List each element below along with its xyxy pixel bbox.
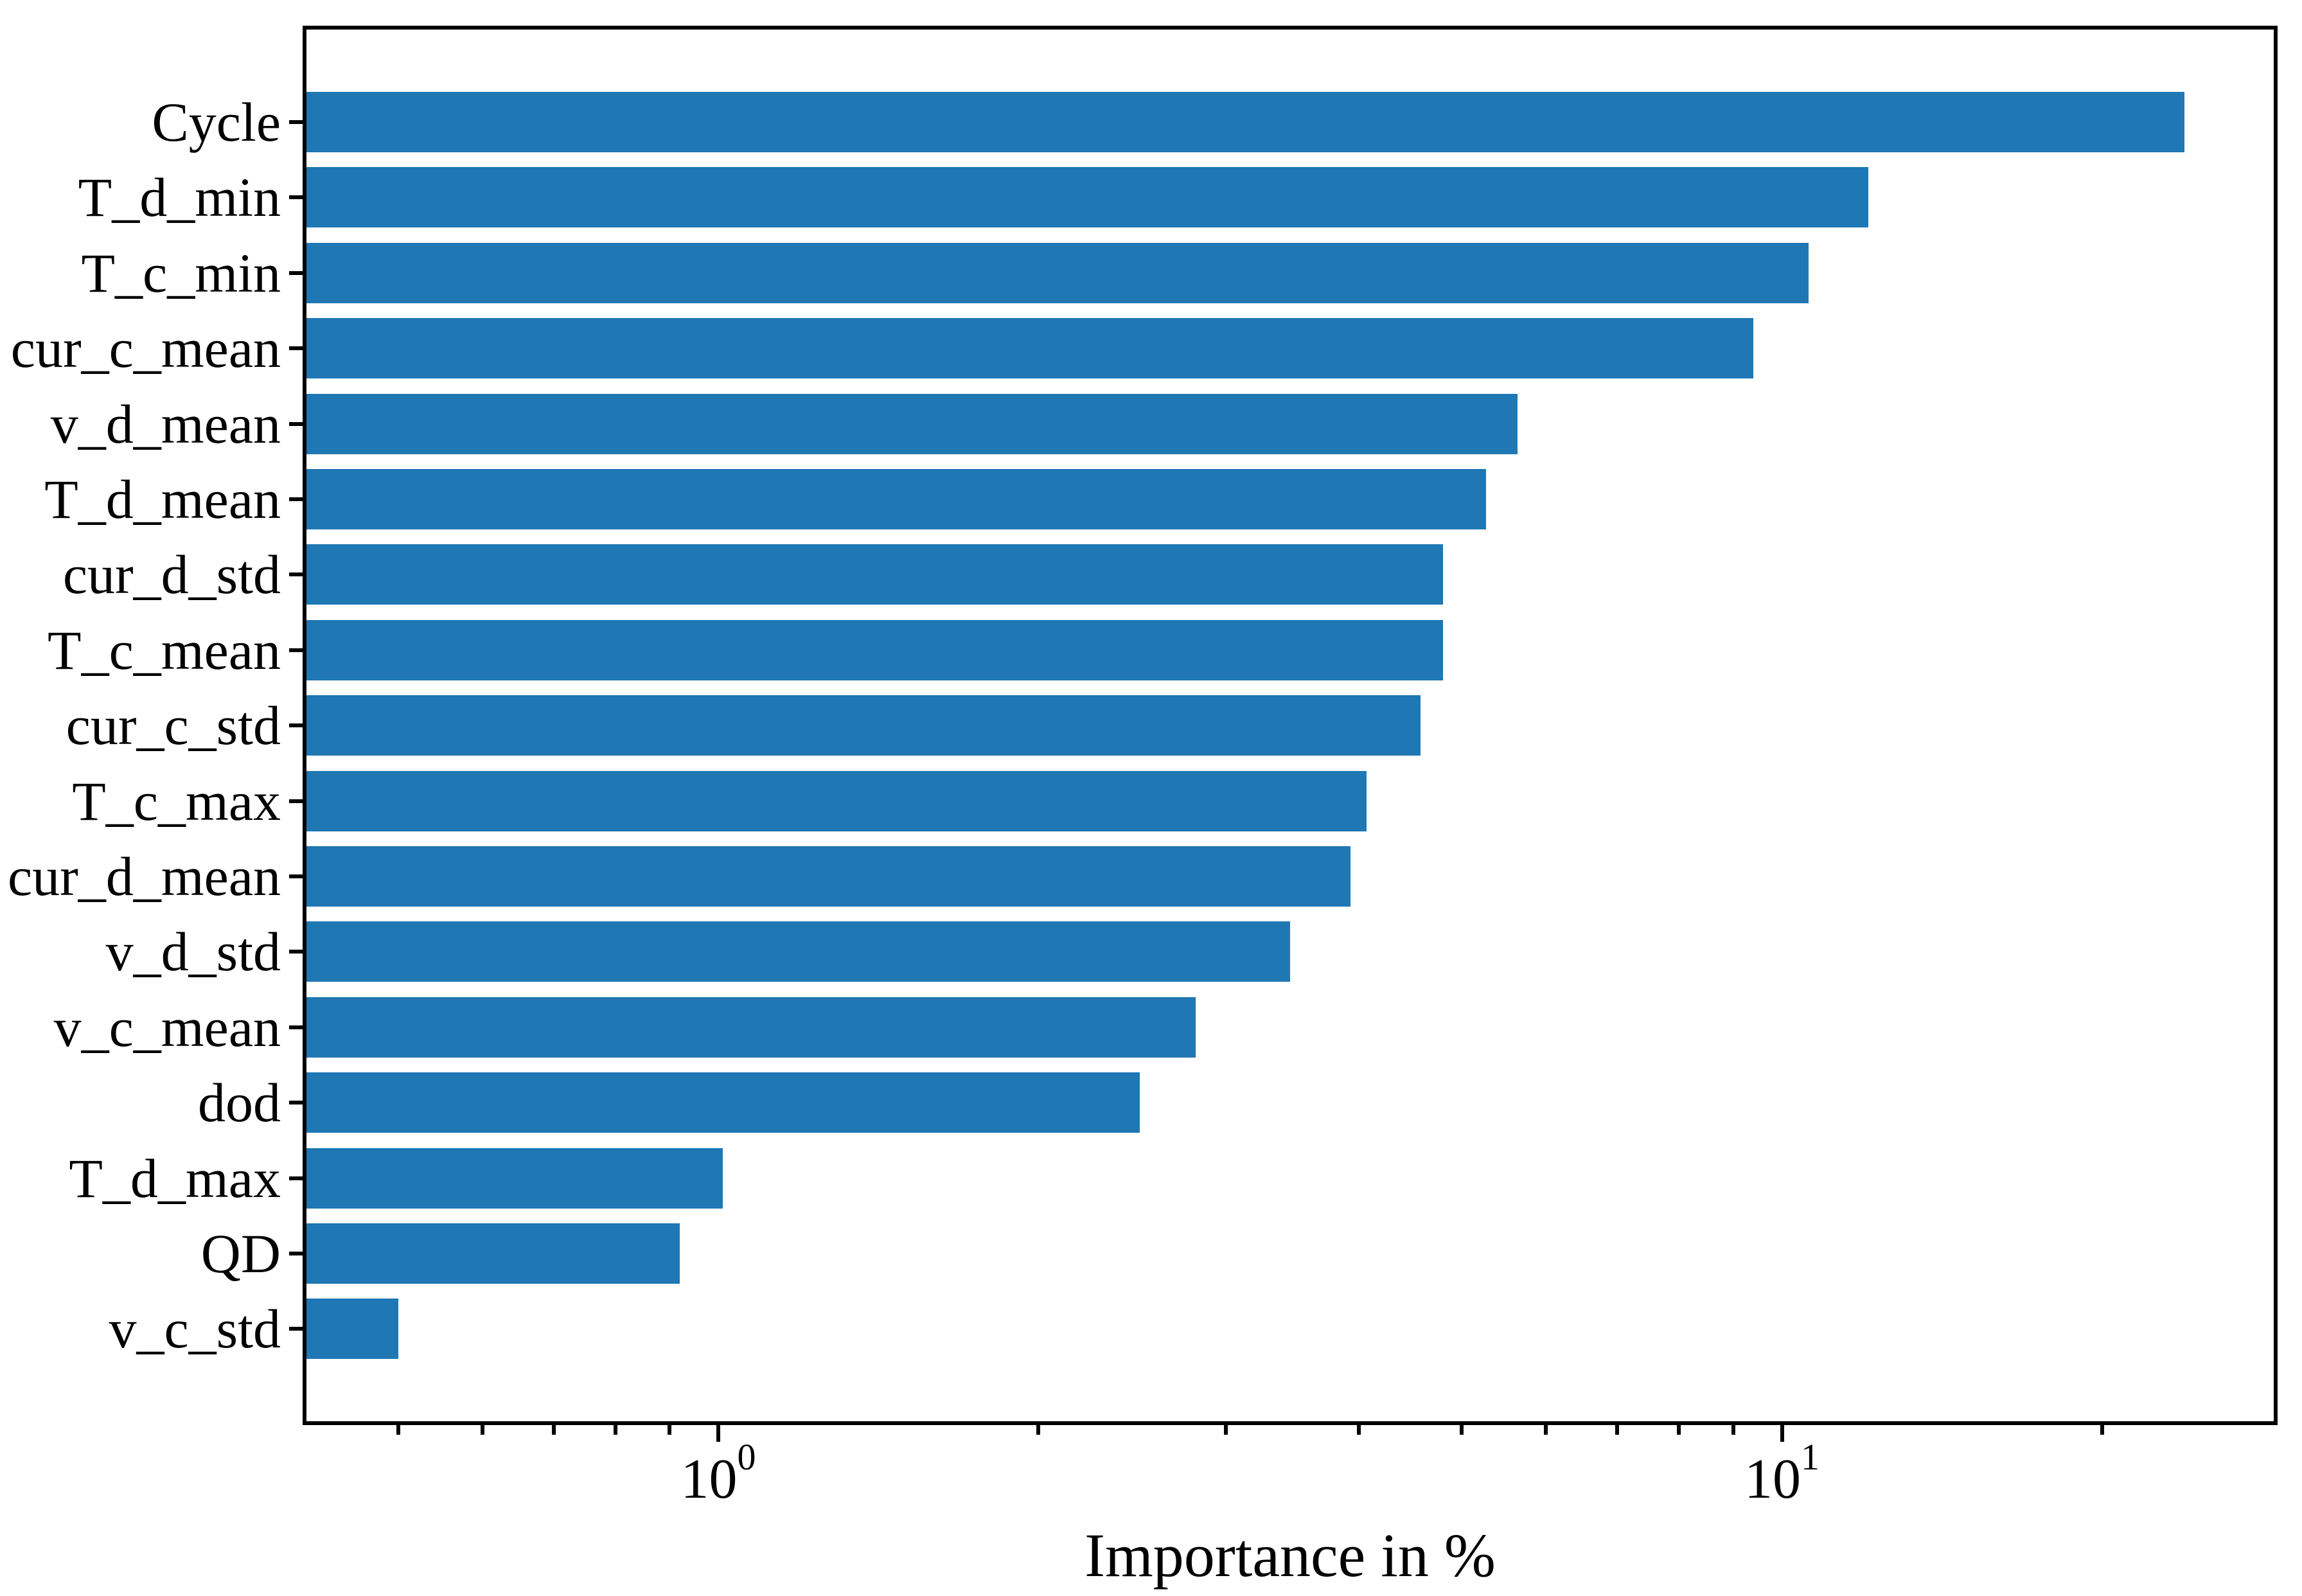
y-tick-label-t-d-max: T_d_max: [69, 1147, 281, 1209]
x-tick-label-10e1: 101: [1744, 1436, 1819, 1511]
y-tick-label-cycle: Cycle: [152, 91, 281, 153]
x-minor-tick: [1677, 1425, 1681, 1435]
y-tick-label-cur-c-mean: cur_c_mean: [10, 317, 281, 380]
x-minor-tick: [396, 1425, 400, 1435]
x-minor-tick: [1223, 1425, 1228, 1435]
y-tick-cur-d-std: [289, 572, 303, 577]
y-tick-t-c-mean: [289, 648, 303, 652]
y-tick-label-qd: QD: [200, 1223, 281, 1284]
y-tick-v-c-std: [289, 1327, 303, 1331]
x-minor-tick: [551, 1425, 556, 1435]
x-minor-tick: [1036, 1425, 1041, 1435]
y-tick-v-c-mean: [289, 1025, 303, 1029]
y-tick-v-d-mean: [289, 421, 303, 426]
y-tick-label-t-c-mean: T_c_mean: [48, 619, 281, 681]
bar-t-c-min: [306, 242, 1809, 303]
bar-cur-d-std: [306, 544, 1443, 605]
plot-area: [303, 26, 2278, 1425]
bar-t-d-max: [306, 1148, 723, 1209]
bar-cur-c-std: [306, 695, 1421, 756]
y-tick-label-cur-d-std: cur_d_std: [62, 544, 281, 606]
x-major-tick-10e0: [716, 1425, 721, 1442]
y-tick-label-cur-c-std: cur_c_std: [66, 695, 281, 757]
bar-t-c-mean: [306, 619, 1443, 680]
y-tick-t-d-max: [289, 1176, 303, 1180]
y-tick-label-v-c-std: v_c_std: [109, 1298, 281, 1360]
x-minor-tick: [613, 1425, 617, 1435]
bar-t-d-mean: [306, 469, 1486, 529]
bar-v-d-std: [306, 921, 1291, 982]
y-tick-label-dod: dod: [198, 1072, 281, 1134]
y-tick-t-c-min: [289, 270, 303, 275]
y-tick-label-t-c-max: T_c_max: [72, 770, 281, 832]
x-minor-tick: [480, 1425, 484, 1435]
y-tick-label-v-d-mean: v_d_mean: [50, 393, 281, 455]
x-major-tick-10e1: [1780, 1425, 1784, 1442]
bar-t-d-min: [306, 167, 1868, 228]
bar-cur-d-mean: [306, 846, 1351, 907]
x-minor-tick: [2100, 1425, 2104, 1435]
x-axis-label: Importance in %: [1085, 1521, 1496, 1590]
x-minor-tick: [1356, 1425, 1361, 1435]
y-tick-label-t-d-mean: T_d_mean: [44, 468, 281, 530]
y-tick-label-v-d-std: v_d_std: [105, 921, 281, 983]
y-tick-cur-d-mean: [289, 874, 303, 878]
bar-v-c-mean: [306, 997, 1196, 1058]
x-minor-tick: [1615, 1425, 1620, 1435]
y-tick-label-t-d-min: T_d_min: [78, 166, 281, 229]
y-tick-cycle: [289, 120, 303, 124]
y-tick-cur-c-mean: [289, 346, 303, 351]
bar-t-c-max: [306, 770, 1367, 831]
bar-v-c-std: [306, 1299, 398, 1360]
bar-dod: [306, 1072, 1140, 1133]
y-tick-label-v-c-mean: v_c_mean: [53, 996, 281, 1058]
bar-cur-c-mean: [306, 318, 1754, 379]
x-minor-tick: [668, 1425, 672, 1435]
y-tick-cur-c-std: [289, 723, 303, 728]
y-tick-v-d-std: [289, 950, 303, 954]
bar-cycle: [306, 92, 2184, 152]
y-tick-dod: [289, 1101, 303, 1105]
y-tick-t-c-max: [289, 799, 303, 803]
x-tick-label-10e0: 100: [680, 1436, 756, 1511]
x-minor-tick: [1544, 1425, 1548, 1435]
x-minor-tick: [1731, 1425, 1735, 1435]
y-tick-t-d-min: [289, 195, 303, 200]
y-tick-qd: [289, 1252, 303, 1255]
y-tick-label-t-c-min: T_c_min: [81, 242, 281, 304]
bar-v-d-mean: [306, 393, 1518, 454]
y-tick-t-d-mean: [289, 497, 303, 501]
x-minor-tick: [1460, 1425, 1464, 1435]
bar-qd: [306, 1223, 680, 1284]
y-tick-label-cur-d-mean: cur_d_mean: [7, 846, 281, 907]
